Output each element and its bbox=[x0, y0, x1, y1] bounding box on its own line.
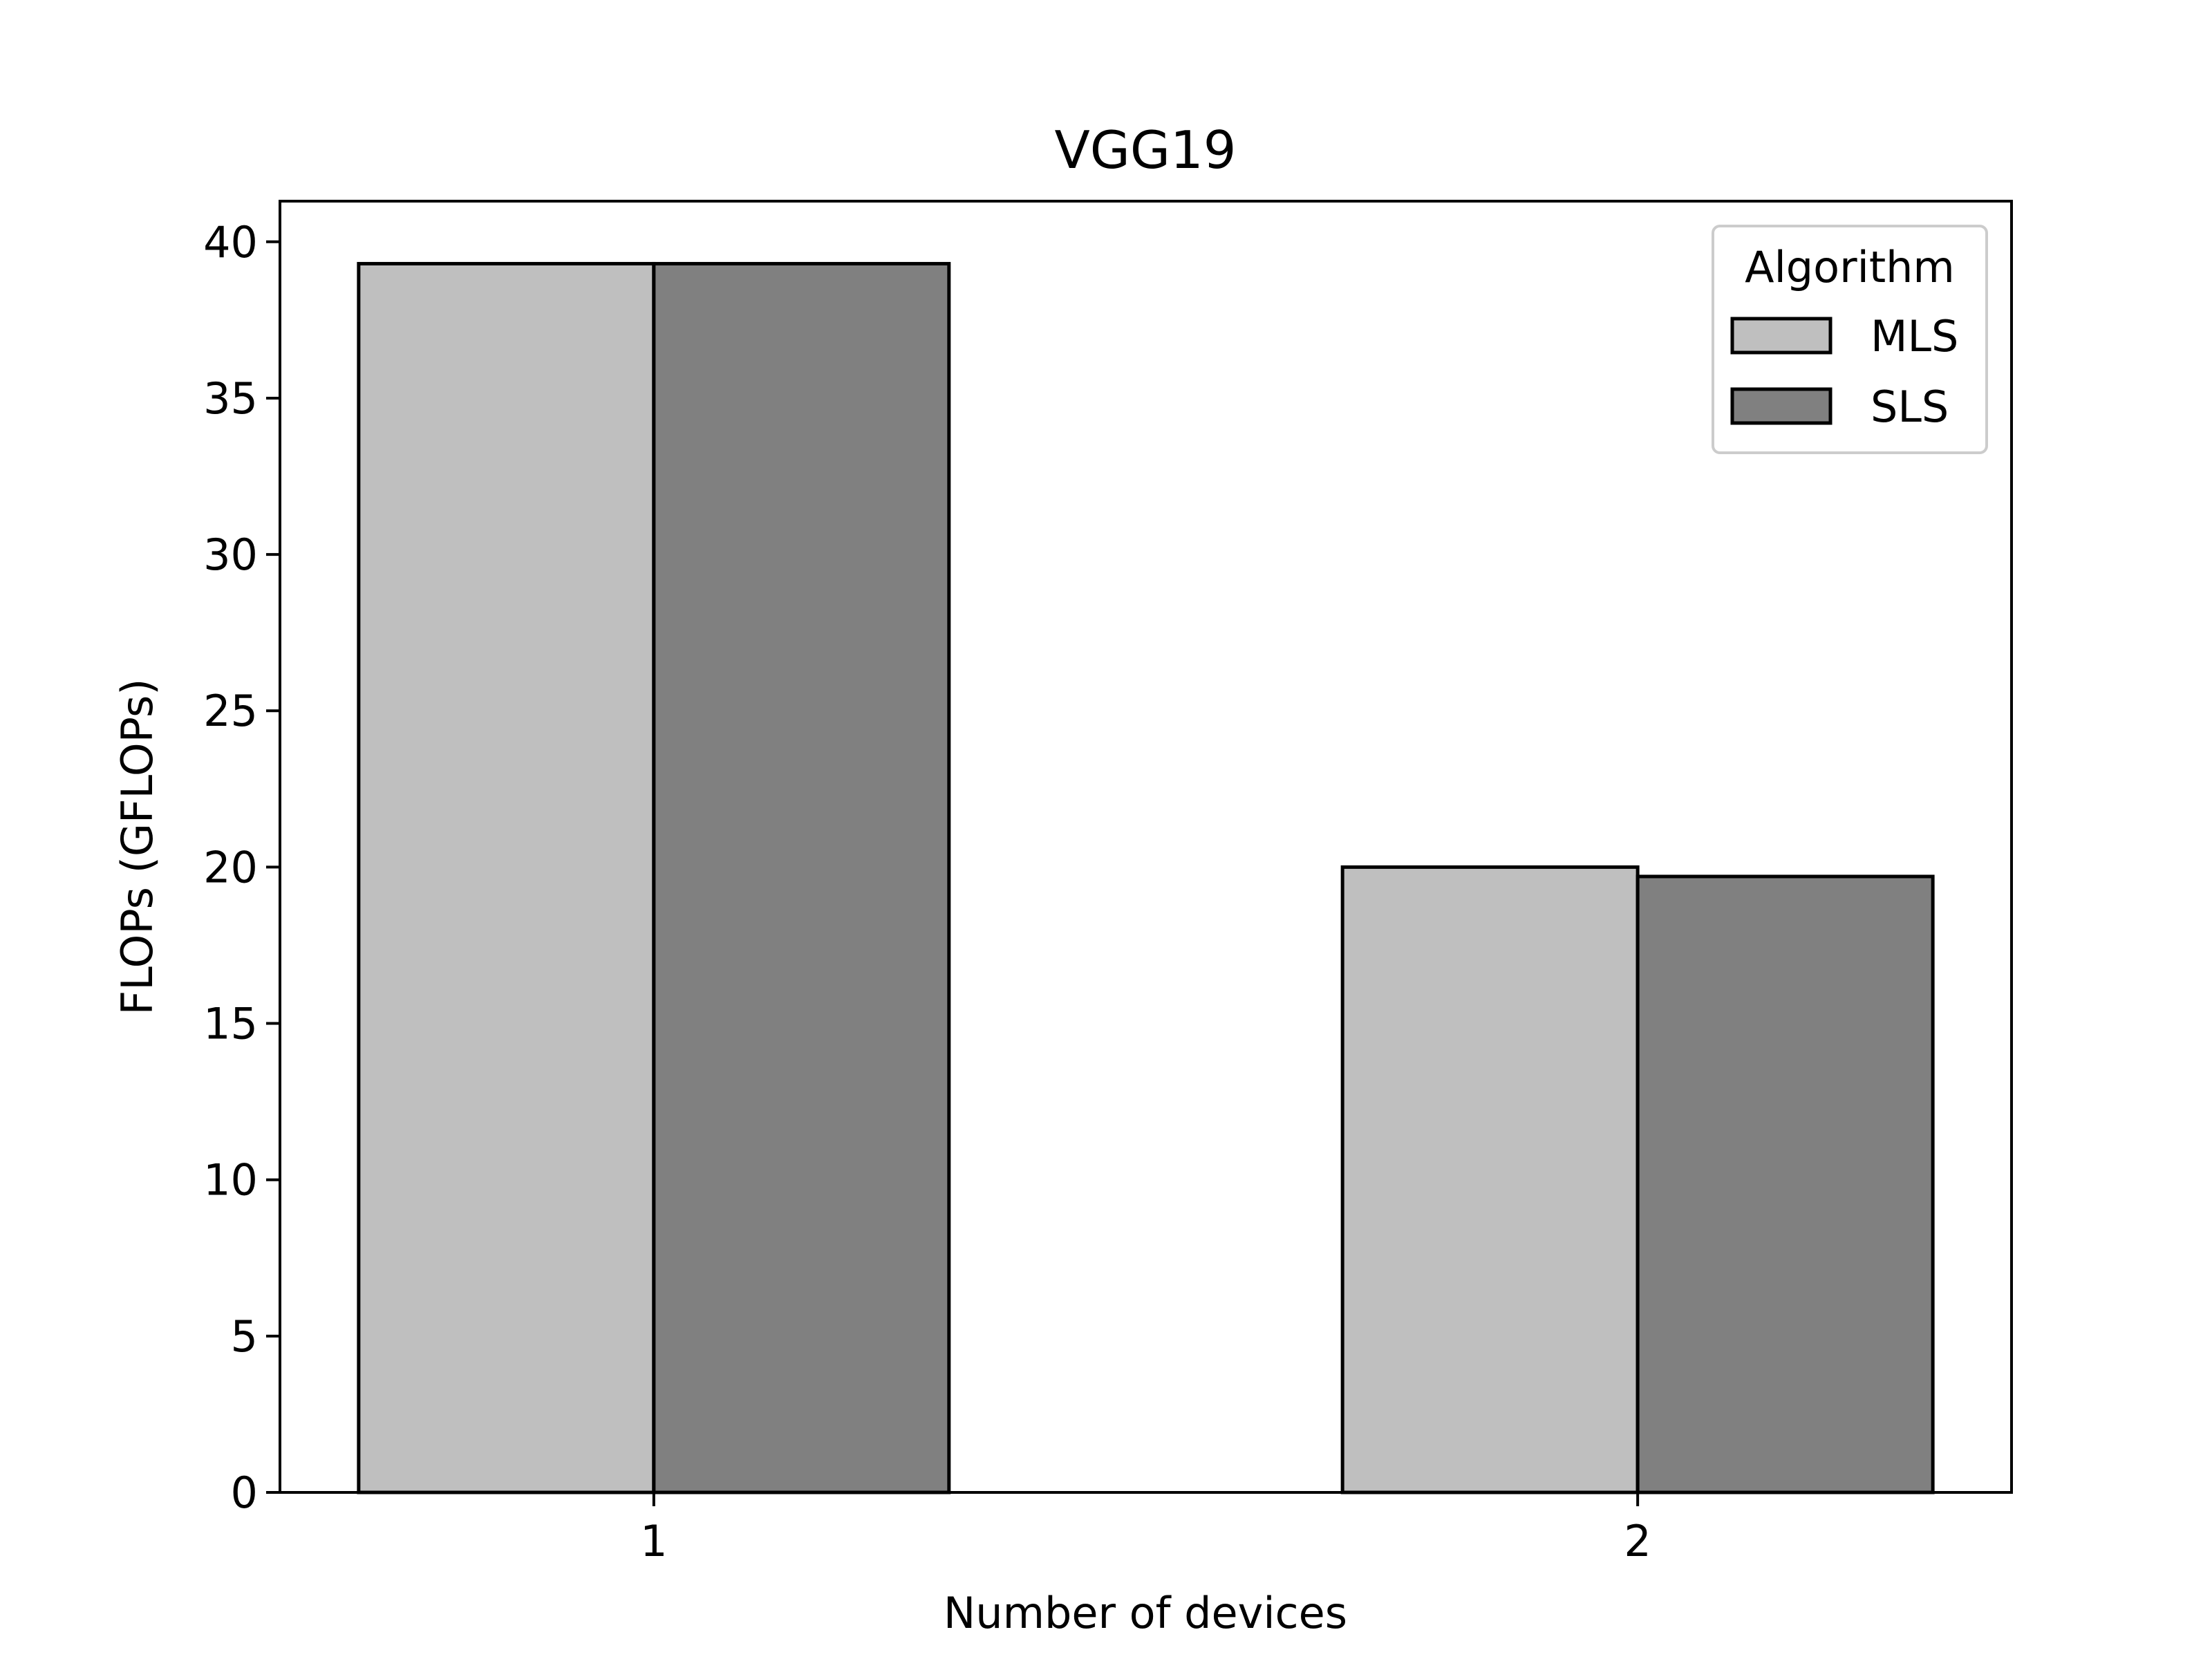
y-tick-label-30: 30 bbox=[203, 529, 258, 580]
bars-layer bbox=[357, 261, 1935, 1494]
y-axis-label: FLOPs (GFLOPs) bbox=[112, 679, 162, 1015]
x-tick-label-2: 2 bbox=[1624, 1516, 1651, 1566]
bar-mls-1 bbox=[357, 261, 656, 1494]
y-tick-label-10: 10 bbox=[203, 1155, 258, 1206]
legend-title: Algorithm bbox=[1745, 242, 1955, 292]
plot-frame bbox=[279, 200, 2013, 1494]
bar-sls-2 bbox=[1635, 874, 1935, 1494]
y-tick-label-35: 35 bbox=[203, 373, 258, 424]
x-tick-label-1: 1 bbox=[640, 1516, 667, 1566]
legend-label-mls: MLS bbox=[1871, 311, 1958, 362]
y-tick-label-20: 20 bbox=[203, 842, 258, 892]
legend-swatch-mls bbox=[1730, 317, 1833, 355]
y-tick-label-0: 0 bbox=[231, 1468, 258, 1518]
y-tick-label-25: 25 bbox=[203, 686, 258, 736]
ticks-layer: 0 5 10 15 20 25 30 35 40 1 2 bbox=[203, 217, 1651, 1566]
bar-sls-1 bbox=[652, 261, 951, 1494]
y-tick-label-5: 5 bbox=[231, 1311, 258, 1362]
legend: Algorithm MLS SLS bbox=[1712, 225, 1988, 454]
y-tick-label-15: 15 bbox=[203, 999, 258, 1049]
y-tick-label-40: 40 bbox=[203, 217, 258, 268]
legend-swatch-sls bbox=[1730, 387, 1833, 425]
chart-title: VGG19 bbox=[1055, 120, 1237, 180]
bar-mls-2 bbox=[1340, 865, 1640, 1494]
legend-label-sls: SLS bbox=[1871, 382, 1949, 432]
x-axis-label: Number of devices bbox=[944, 1588, 1347, 1638]
